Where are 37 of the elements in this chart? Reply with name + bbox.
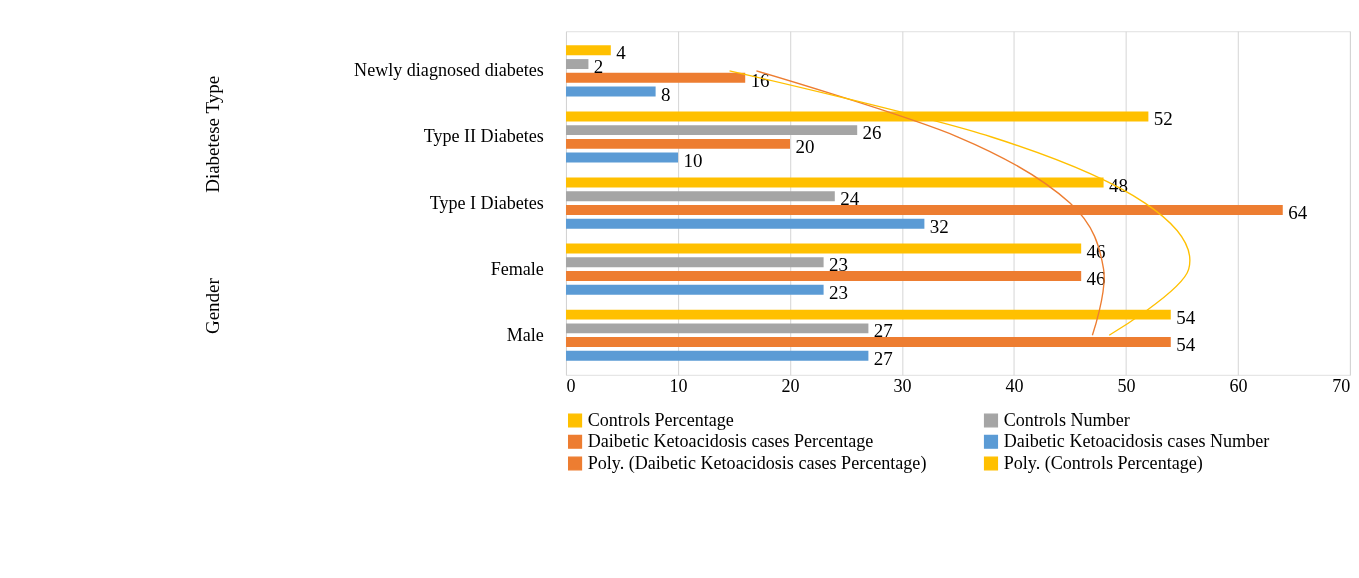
x-tick-label: 70 <box>1332 375 1351 396</box>
y-tick-label: Newly diagnosed diabetes <box>354 60 544 81</box>
data-label: 27 <box>873 347 893 369</box>
legend-label: Daibetic Ketoacidosis cases Percentage <box>587 431 874 452</box>
legend-label: Poly. (Controls Percentage) <box>1003 452 1203 474</box>
data-label: 4 <box>616 42 627 64</box>
data-label: 23 <box>829 281 848 303</box>
data-label: 8 <box>661 83 671 105</box>
x-tick-label: 60 <box>1229 375 1248 396</box>
x-tick-label: 40 <box>1005 375 1024 396</box>
data-label: 2 <box>593 56 604 78</box>
data-label: 64 <box>1288 201 1308 223</box>
data-label: 24 <box>840 188 860 210</box>
data-label: 27 <box>873 320 893 342</box>
data-label: 23 <box>829 254 848 276</box>
x-tick-label: 0 <box>566 375 576 396</box>
data-label: 20 <box>795 135 815 157</box>
y-tick-label: Type II Diabetes <box>423 126 544 147</box>
y-tick-label: Female <box>490 258 544 279</box>
legend-label: Poly. (Daibetic Ketoacidosis cases Percentage) <box>587 452 927 474</box>
y-tick-label: Type I Diabetes <box>429 192 544 213</box>
text: Diabetese Type <box>201 75 223 193</box>
y-tick-label: Male <box>506 324 544 345</box>
x-tick-label: 30 <box>893 375 912 396</box>
data-label: 54 <box>1176 306 1196 328</box>
x-tick-label: 10 <box>669 375 688 396</box>
legend-label: Daibetic Ketoacidosis cases Number <box>1003 431 1270 452</box>
data-label: 54 <box>1176 334 1196 356</box>
data-label: 10 <box>683 149 703 171</box>
legend-label: Controls Number <box>1003 409 1130 430</box>
data-label: 26 <box>862 122 882 144</box>
x-tick-label: 20 <box>781 375 800 396</box>
data-label: 32 <box>929 215 949 237</box>
text: Gender <box>201 277 223 335</box>
data-label: 52 <box>1153 108 1173 130</box>
legend-label: Controls Percentage <box>587 409 734 430</box>
x-tick-label: 50 <box>1117 375 1136 396</box>
